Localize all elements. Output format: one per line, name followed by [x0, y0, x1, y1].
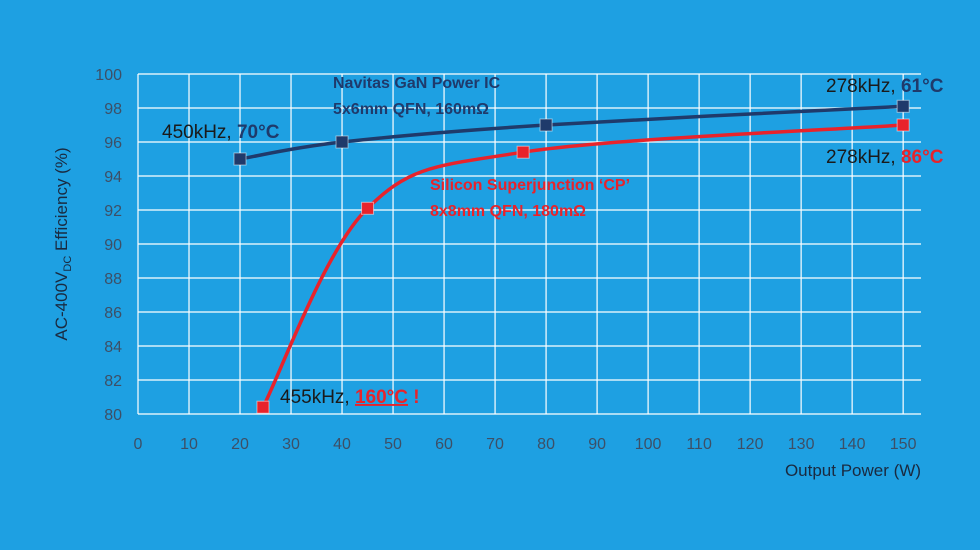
x-tick-label: 40 — [333, 436, 351, 453]
point-marker — [896, 118, 910, 132]
annotation-part: ! — [408, 387, 420, 408]
annotation: 278kHz, 61°C — [826, 76, 944, 97]
x-tick-label: 70 — [486, 436, 504, 453]
y-label-part: Efficiency (%) — [52, 147, 71, 255]
x-tick-label: 0 — [134, 436, 143, 453]
x-tick-label: 100 — [635, 436, 662, 453]
annotation-part: 86°C — [901, 147, 944, 168]
y-tick-label: 90 — [104, 237, 122, 254]
annotation-part: 278kHz, — [826, 76, 901, 97]
x-tick-label: 50 — [384, 436, 402, 453]
series-name: Silicon Superjunction ‘CP’ — [430, 177, 630, 194]
point-marker — [896, 99, 910, 113]
y-tick-label: 84 — [104, 339, 122, 356]
y-tick-label: 88 — [104, 271, 122, 288]
annotation-part: 278kHz, — [826, 147, 901, 168]
annotation-part: 61°C — [901, 76, 944, 97]
x-tick-label: 150 — [890, 436, 917, 453]
y-tick-label: 100 — [95, 67, 122, 84]
y-axis-label: AC-400VDC Efficiency (%) — [52, 147, 74, 340]
annotation: 450kHz, 70°C — [162, 122, 280, 143]
point-marker — [516, 145, 530, 159]
x-tick-label: 110 — [686, 436, 712, 453]
series-line — [239, 104, 904, 161]
x-axis-label: Output Power (W) — [785, 461, 921, 480]
x-tick-label: 90 — [588, 436, 606, 453]
series-name: Navitas GaN Power IC — [333, 75, 501, 92]
point-marker — [256, 400, 270, 414]
series-line — [261, 123, 904, 409]
y-label-sub: DC — [62, 256, 74, 272]
x-tick-label: 30 — [282, 436, 300, 453]
x-tick-label: 20 — [231, 436, 249, 453]
y-tick-label: 98 — [104, 101, 122, 118]
y-tick-label: 80 — [104, 407, 122, 424]
series-detail: 5x6mm QFN, 160mΩ — [333, 101, 489, 118]
y-tick-label: 94 — [104, 169, 122, 186]
y-tick-label: 96 — [104, 135, 122, 152]
annotation: 278kHz, 86°C — [826, 147, 944, 168]
x-tick-label: 10 — [180, 436, 198, 453]
y-label-part: AC-400V — [52, 271, 71, 341]
point-marker — [335, 135, 349, 149]
series-detail: 8x8mm QFN, 180mΩ — [430, 203, 586, 220]
annotation-part: 450kHz, — [162, 122, 237, 143]
y-tick-label: 82 — [104, 373, 122, 390]
x-tick-label: 140 — [839, 436, 866, 453]
point-marker — [233, 152, 247, 166]
x-tick-label: 130 — [788, 436, 815, 453]
annotation-part: 160°C — [355, 387, 408, 408]
point-marker — [361, 201, 375, 215]
x-tick-label: 80 — [537, 436, 555, 453]
annotation-part: 455kHz, — [280, 387, 355, 408]
y-tick-label: 92 — [104, 203, 122, 220]
point-marker — [539, 118, 553, 132]
x-tick-label: 120 — [737, 436, 764, 453]
y-tick-label: 86 — [104, 305, 122, 322]
annotation: 455kHz, 160°C ! — [280, 387, 420, 408]
x-tick-label: 60 — [435, 436, 453, 453]
annotation-part: 70°C — [237, 122, 280, 143]
